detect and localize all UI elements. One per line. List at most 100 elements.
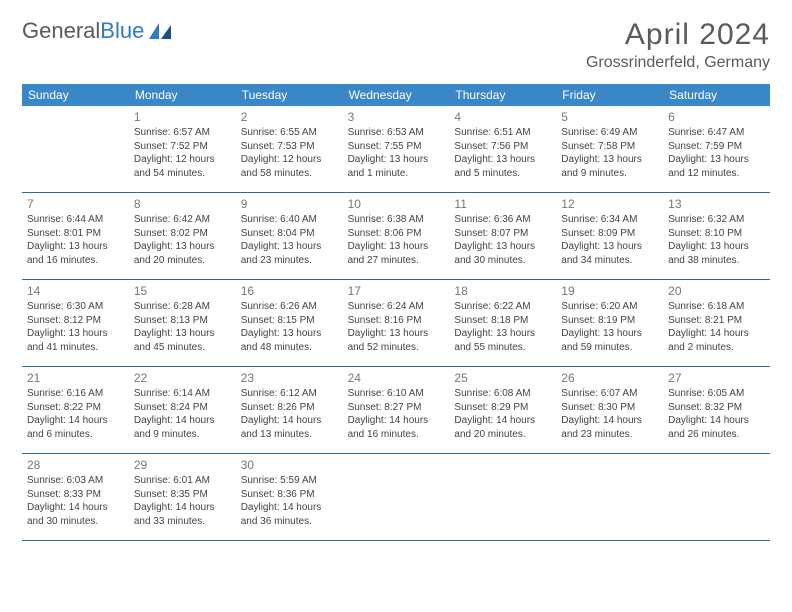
- day-number: 28: [27, 457, 124, 473]
- sunset-text: Sunset: 8:07 PM: [454, 227, 551, 241]
- day-number: 22: [134, 370, 231, 386]
- daylight-text: and 41 minutes.: [27, 341, 124, 355]
- daylight-text: and 16 minutes.: [27, 254, 124, 268]
- sunrise-text: Sunrise: 6:12 AM: [241, 387, 338, 401]
- daylight-text: and 30 minutes.: [27, 515, 124, 529]
- calendar-cell: 1Sunrise: 6:57 AMSunset: 7:52 PMDaylight…: [129, 106, 236, 192]
- calendar-cell: [556, 454, 663, 540]
- daylight-text: Daylight: 13 hours: [561, 240, 658, 254]
- daylight-text: Daylight: 13 hours: [668, 240, 765, 254]
- calendar-cell: 13Sunrise: 6:32 AMSunset: 8:10 PMDayligh…: [663, 193, 770, 279]
- day-number: 24: [348, 370, 445, 386]
- day-number: 20: [668, 283, 765, 299]
- calendar-cell: 8Sunrise: 6:42 AMSunset: 8:02 PMDaylight…: [129, 193, 236, 279]
- calendar-cell: 10Sunrise: 6:38 AMSunset: 8:06 PMDayligh…: [343, 193, 450, 279]
- calendar-cell: [449, 454, 556, 540]
- day-number: 7: [27, 196, 124, 212]
- daylight-text: and 59 minutes.: [561, 341, 658, 355]
- sunrise-text: Sunrise: 6:10 AM: [348, 387, 445, 401]
- sunset-text: Sunset: 8:09 PM: [561, 227, 658, 241]
- calendar-cell: 5Sunrise: 6:49 AMSunset: 7:58 PMDaylight…: [556, 106, 663, 192]
- sunset-text: Sunset: 8:32 PM: [668, 401, 765, 415]
- daylight-text: Daylight: 13 hours: [134, 327, 231, 341]
- sunset-text: Sunset: 7:52 PM: [134, 140, 231, 154]
- daylight-text: and 1 minute.: [348, 167, 445, 181]
- day-number: 11: [454, 196, 551, 212]
- title-block: April 2024 Grossrinderfeld, Germany: [586, 18, 770, 72]
- sunrise-text: Sunrise: 6:36 AM: [454, 213, 551, 227]
- sunrise-text: Sunrise: 6:05 AM: [668, 387, 765, 401]
- sunset-text: Sunset: 7:56 PM: [454, 140, 551, 154]
- calendar-dayhead: Sunday Monday Tuesday Wednesday Thursday…: [22, 84, 770, 106]
- sunrise-text: Sunrise: 6:08 AM: [454, 387, 551, 401]
- sunset-text: Sunset: 7:53 PM: [241, 140, 338, 154]
- daylight-text: and 9 minutes.: [561, 167, 658, 181]
- day-number: 10: [348, 196, 445, 212]
- day-number: 4: [454, 109, 551, 125]
- daylight-text: and 13 minutes.: [241, 428, 338, 442]
- sunrise-text: Sunrise: 6:03 AM: [27, 474, 124, 488]
- daylight-text: Daylight: 13 hours: [454, 153, 551, 167]
- sunrise-text: Sunrise: 6:07 AM: [561, 387, 658, 401]
- calendar-cell: 30Sunrise: 5:59 AMSunset: 8:36 PMDayligh…: [236, 454, 343, 540]
- calendar-cell: 15Sunrise: 6:28 AMSunset: 8:13 PMDayligh…: [129, 280, 236, 366]
- calendar-cell: 20Sunrise: 6:18 AMSunset: 8:21 PMDayligh…: [663, 280, 770, 366]
- calendar-body: 1Sunrise: 6:57 AMSunset: 7:52 PMDaylight…: [22, 106, 770, 541]
- calendar-cell: 23Sunrise: 6:12 AMSunset: 8:26 PMDayligh…: [236, 367, 343, 453]
- sunrise-text: Sunrise: 6:20 AM: [561, 300, 658, 314]
- daylight-text: and 36 minutes.: [241, 515, 338, 529]
- daylight-text: and 33 minutes.: [134, 515, 231, 529]
- daylight-text: Daylight: 13 hours: [561, 153, 658, 167]
- day-number: 9: [241, 196, 338, 212]
- location: Grossrinderfeld, Germany: [586, 54, 770, 72]
- daylight-text: and 2 minutes.: [668, 341, 765, 355]
- calendar-cell: 9Sunrise: 6:40 AMSunset: 8:04 PMDaylight…: [236, 193, 343, 279]
- day-number: 29: [134, 457, 231, 473]
- sunrise-text: Sunrise: 6:26 AM: [241, 300, 338, 314]
- sunrise-text: Sunrise: 6:28 AM: [134, 300, 231, 314]
- daylight-text: and 38 minutes.: [668, 254, 765, 268]
- calendar-cell: 19Sunrise: 6:20 AMSunset: 8:19 PMDayligh…: [556, 280, 663, 366]
- sunset-text: Sunset: 8:35 PM: [134, 488, 231, 502]
- sunrise-text: Sunrise: 6:40 AM: [241, 213, 338, 227]
- calendar-week: 1Sunrise: 6:57 AMSunset: 7:52 PMDaylight…: [22, 106, 770, 193]
- sunrise-text: Sunrise: 6:55 AM: [241, 126, 338, 140]
- daylight-text: Daylight: 13 hours: [27, 240, 124, 254]
- calendar-cell: [343, 454, 450, 540]
- daylight-text: Daylight: 14 hours: [348, 414, 445, 428]
- month-title: April 2024: [586, 18, 770, 52]
- calendar-week: 7Sunrise: 6:44 AMSunset: 8:01 PMDaylight…: [22, 193, 770, 280]
- calendar-cell: [663, 454, 770, 540]
- calendar-cell: 16Sunrise: 6:26 AMSunset: 8:15 PMDayligh…: [236, 280, 343, 366]
- calendar-cell: 18Sunrise: 6:22 AMSunset: 8:18 PMDayligh…: [449, 280, 556, 366]
- daylight-text: and 34 minutes.: [561, 254, 658, 268]
- sunrise-text: Sunrise: 6:16 AM: [27, 387, 124, 401]
- day-number: 1: [134, 109, 231, 125]
- daylight-text: and 27 minutes.: [348, 254, 445, 268]
- logo-text-general: General: [22, 18, 100, 44]
- daylight-text: Daylight: 13 hours: [241, 327, 338, 341]
- dayhead-sunday: Sunday: [22, 84, 129, 106]
- daylight-text: Daylight: 14 hours: [241, 501, 338, 515]
- daylight-text: Daylight: 14 hours: [561, 414, 658, 428]
- sunset-text: Sunset: 8:15 PM: [241, 314, 338, 328]
- sunset-text: Sunset: 8:10 PM: [668, 227, 765, 241]
- calendar-cell: 12Sunrise: 6:34 AMSunset: 8:09 PMDayligh…: [556, 193, 663, 279]
- day-number: 14: [27, 283, 124, 299]
- sunset-text: Sunset: 8:12 PM: [27, 314, 124, 328]
- calendar: Sunday Monday Tuesday Wednesday Thursday…: [22, 84, 770, 541]
- daylight-text: and 48 minutes.: [241, 341, 338, 355]
- sunset-text: Sunset: 7:59 PM: [668, 140, 765, 154]
- calendar-week: 14Sunrise: 6:30 AMSunset: 8:12 PMDayligh…: [22, 280, 770, 367]
- daylight-text: and 23 minutes.: [561, 428, 658, 442]
- dayhead-saturday: Saturday: [663, 84, 770, 106]
- day-number: 17: [348, 283, 445, 299]
- day-number: 13: [668, 196, 765, 212]
- calendar-cell: 22Sunrise: 6:14 AMSunset: 8:24 PMDayligh…: [129, 367, 236, 453]
- sunrise-text: Sunrise: 6:01 AM: [134, 474, 231, 488]
- dayhead-wednesday: Wednesday: [343, 84, 450, 106]
- calendar-cell: 7Sunrise: 6:44 AMSunset: 8:01 PMDaylight…: [22, 193, 129, 279]
- calendar-cell: 11Sunrise: 6:36 AMSunset: 8:07 PMDayligh…: [449, 193, 556, 279]
- sunset-text: Sunset: 8:27 PM: [348, 401, 445, 415]
- daylight-text: Daylight: 13 hours: [668, 153, 765, 167]
